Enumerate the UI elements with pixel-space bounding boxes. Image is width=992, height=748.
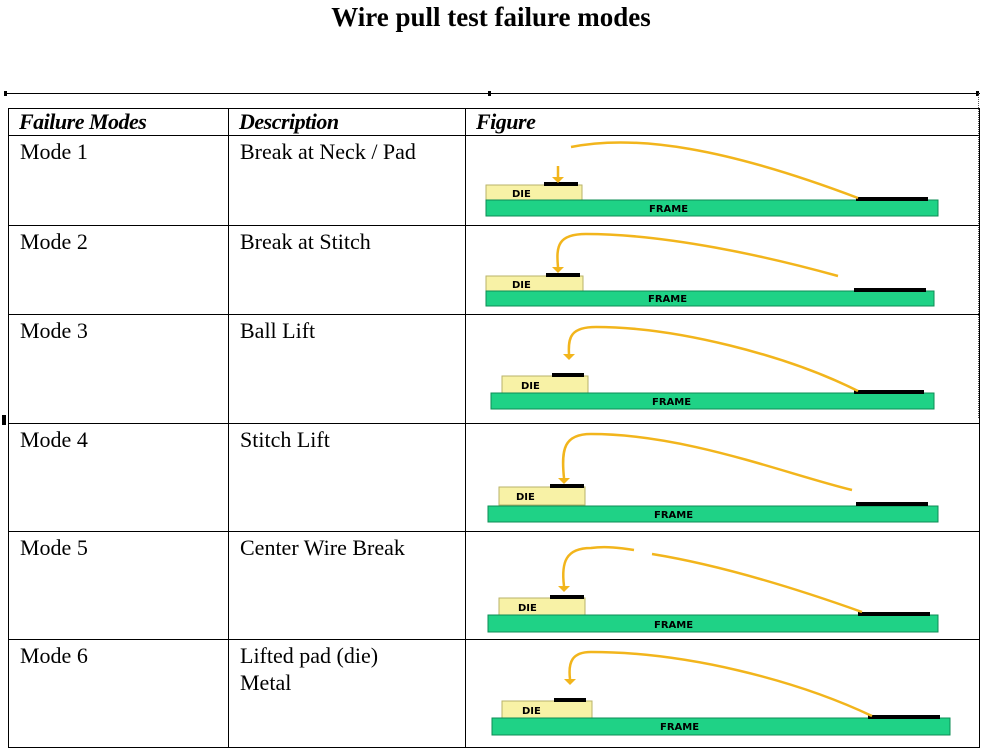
die-block: [485, 275, 584, 292]
table-header-row: Failure Modes Description Figure: [8, 108, 980, 136]
die-pad: [552, 373, 584, 377]
border-tick: [4, 91, 7, 96]
die-pad: [544, 182, 578, 186]
frame-label: FRAME: [654, 620, 693, 631]
wire-loop: [556, 232, 839, 278]
wire-loop: [570, 141, 859, 200]
wire-loop: [568, 650, 873, 718]
wire-ball: [558, 586, 570, 592]
die-label: DIE: [522, 706, 541, 717]
mode-cell: Mode 3: [8, 314, 229, 424]
lead-frame: [487, 614, 939, 633]
header-failure-modes: Failure Modes: [8, 108, 229, 136]
description-cell: Break at Neck / Pad: [228, 135, 466, 226]
wire-bond-figure: DIE FRAME: [485, 141, 939, 217]
wire-bond-figure: DIE FRAME: [487, 432, 939, 523]
mode-cell: Mode 5: [8, 531, 229, 640]
frame-label: FRAME: [649, 204, 688, 215]
table-row: Mode 2 Break at Stitch DIE FRAME: [8, 225, 980, 315]
figure-cell: DIE FRAME: [465, 225, 980, 315]
page-title: Wire pull test failure modes: [331, 2, 651, 32]
description-cell: Break at Stitch: [228, 225, 466, 315]
die-label: DIE: [516, 492, 535, 503]
wire-loop: [567, 325, 859, 393]
wire-loop-left: [562, 545, 635, 587]
die-label: DIE: [512, 189, 531, 200]
table-row: Mode 4 Stitch Lift DIE FRAME: [8, 423, 980, 532]
description-cell: Lifted pad (die) Metal: [228, 639, 466, 748]
figure-cell: DIE FRAME: [465, 423, 980, 532]
frame-label: FRAME: [654, 510, 693, 521]
frame-label: FRAME: [660, 722, 699, 733]
frame-pad: [868, 715, 940, 719]
frame-pad: [856, 197, 928, 201]
table-row: Mode 1 Break at Neck / Pad DIE FRAME: [8, 135, 980, 226]
die-block: [498, 597, 586, 616]
wire-loop: [561, 432, 853, 492]
frame-pad: [854, 390, 924, 394]
wire-bond-figure: DIE FRAME: [487, 545, 939, 633]
die-block: [501, 700, 593, 719]
frame-label: FRAME: [648, 294, 687, 305]
border-tick: [488, 91, 491, 96]
figure-cell: DIE FRAME: [465, 639, 980, 748]
die-label: DIE: [518, 603, 537, 614]
figure-cell: DIE FRAME: [465, 135, 980, 226]
top-border-line: [4, 91, 980, 99]
figure-cell: DIE FRAME: [465, 314, 980, 424]
wire-bond-figure: DIE FRAME: [490, 325, 935, 410]
die-block: [485, 184, 583, 201]
die-pad: [554, 698, 586, 702]
die-pad: [550, 595, 584, 599]
die-block: [501, 375, 589, 394]
lead-frame: [490, 392, 935, 410]
description-cell: Center Wire Break: [228, 531, 466, 640]
wire-ball: [558, 478, 570, 484]
failure-modes-table: Failure Modes Description Figure Mode 1 …: [8, 108, 980, 748]
frame-pad: [856, 502, 928, 506]
lead-frame: [485, 290, 935, 307]
left-marker: [2, 415, 6, 425]
wire-ball: [552, 177, 564, 183]
border-tick: [976, 91, 979, 96]
wire-loop-right: [651, 552, 863, 614]
die-pad: [546, 273, 580, 277]
table-row: Mode 5 Center Wire Break DIE FRAME: [8, 531, 980, 640]
wire-ball: [563, 354, 575, 360]
wire-ball: [564, 679, 576, 685]
frame-pad: [858, 612, 930, 616]
mode-cell: Mode 6: [8, 639, 229, 748]
description-cell: Ball Lift: [228, 314, 466, 424]
mode-cell: Mode 4: [8, 423, 229, 532]
description-cell: Stitch Lift: [228, 423, 466, 532]
die-label: DIE: [521, 381, 540, 392]
wire-bond-figure: DIE FRAME: [485, 232, 935, 307]
header-figure: Figure: [465, 108, 980, 136]
figure-cell: DIE FRAME: [465, 531, 980, 640]
frame-pad: [854, 288, 926, 292]
wire-bond-figure: DIE FRAME: [491, 650, 951, 736]
lead-frame: [491, 717, 951, 736]
frame-label: FRAME: [652, 397, 691, 408]
mode-cell: Mode 2: [8, 225, 229, 315]
lead-frame: [487, 505, 939, 523]
table-row: Mode 3 Ball Lift DIE FRAME: [8, 314, 980, 424]
lead-frame: [485, 199, 939, 217]
wire-ball: [552, 267, 564, 273]
die-block: [498, 486, 586, 506]
header-description: Description: [228, 108, 466, 136]
die-pad: [550, 484, 584, 488]
table-row: Mode 6 Lifted pad (die) Metal DIE FRAME: [8, 639, 980, 748]
die-label: DIE: [512, 280, 531, 291]
mode-cell: Mode 1: [8, 135, 229, 226]
